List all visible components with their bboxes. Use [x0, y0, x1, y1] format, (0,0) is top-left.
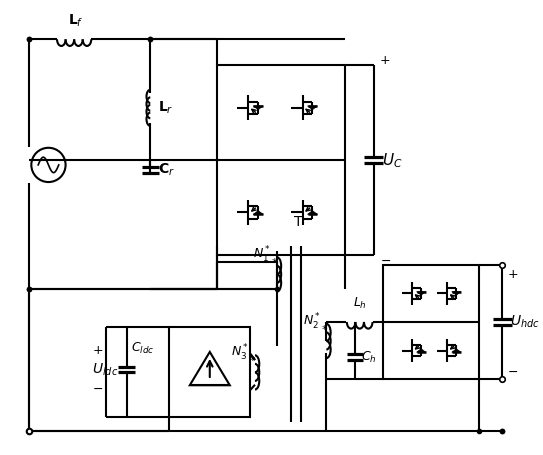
Text: $\mathbf{L}_{f}$: $\mathbf{L}_{f}$	[68, 12, 84, 29]
Text: +: +	[380, 54, 390, 67]
Text: $N_2^*$: $N_2^*$	[302, 312, 321, 332]
Text: $\mathit{U_{hdc}}$: $\mathit{U_{hdc}}$	[510, 314, 540, 330]
Polygon shape	[452, 349, 461, 352]
Text: $*$: $*$	[272, 256, 279, 266]
Text: +: +	[93, 344, 103, 357]
Polygon shape	[416, 349, 426, 352]
Text: T: T	[294, 215, 302, 229]
Text: $*$: $*$	[321, 323, 328, 333]
Text: $N_3^*$: $N_3^*$	[231, 344, 249, 364]
Text: $\mathbf{L}_{r}$: $\mathbf{L}_{r}$	[158, 100, 173, 116]
Text: $L_h$: $L_h$	[353, 295, 367, 310]
Text: $-$: $-$	[507, 365, 519, 378]
Polygon shape	[307, 106, 318, 110]
Text: $*$: $*$	[249, 354, 257, 364]
Polygon shape	[416, 292, 426, 295]
Text: $-$: $-$	[92, 382, 104, 395]
Bar	[169, 327, 250, 417]
Polygon shape	[253, 106, 263, 110]
Text: $\mathbf{C}_{r}$: $\mathbf{C}_{r}$	[158, 162, 175, 178]
Text: $\mathit{U_{ldc}}$: $\mathit{U_{ldc}}$	[92, 361, 119, 378]
Polygon shape	[253, 211, 263, 214]
Polygon shape	[307, 211, 318, 214]
Text: $C_{ldc}$: $C_{ldc}$	[131, 341, 155, 356]
Text: $-$: $-$	[380, 253, 391, 267]
Polygon shape	[452, 292, 461, 295]
Text: $C_h$: $C_h$	[361, 349, 376, 365]
Text: +: +	[507, 268, 518, 281]
Text: $\mathit{U_C}$: $\mathit{U_C}$	[382, 151, 402, 170]
Bar	[383, 265, 478, 379]
Bar	[217, 65, 345, 255]
Text: $N_1^*$: $N_1^*$	[253, 245, 271, 265]
